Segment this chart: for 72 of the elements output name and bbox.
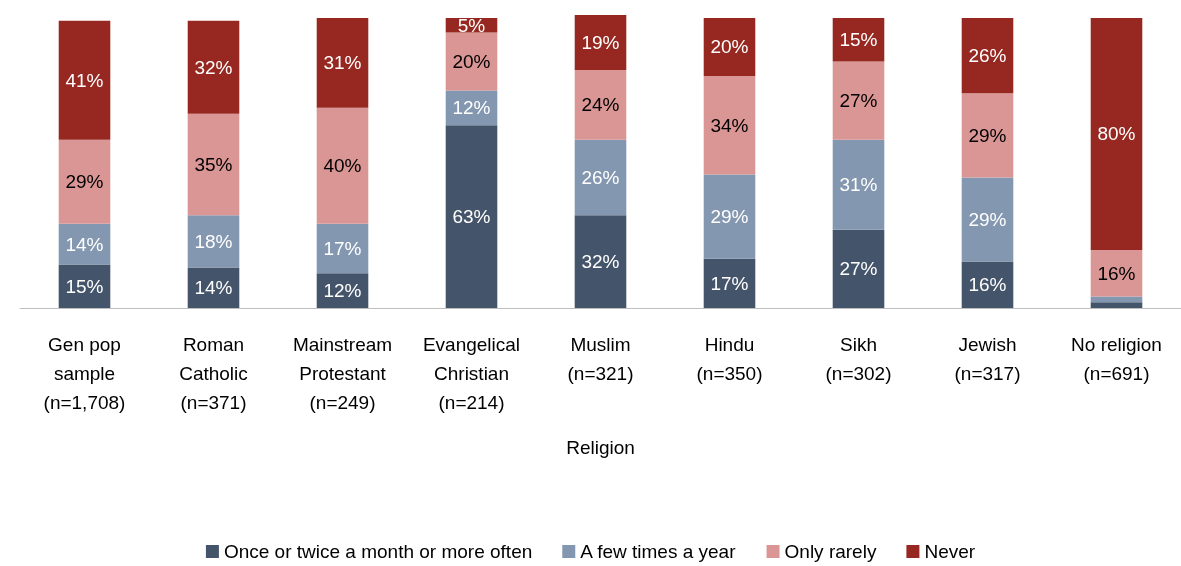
bar	[832, 61, 885, 140]
bar	[961, 93, 1014, 178]
data-label: 27%	[839, 90, 878, 112]
bar	[832, 229, 885, 308]
bar	[703, 75, 756, 175]
x-tick-label: Roman Catholic (n=371)	[179, 334, 248, 413]
data-label: 35%	[194, 153, 233, 175]
bar	[187, 113, 240, 216]
x-tick-label: Sikh (n=302)	[825, 334, 892, 384]
data-label: 5%	[457, 14, 486, 36]
x-tick-label: Hindu (n=350)	[696, 334, 763, 384]
x-tick-label: Evangelical Christian (n=214)	[422, 334, 521, 413]
data-label: 12%	[452, 97, 491, 119]
bar	[445, 32, 498, 91]
data-label: 80%	[1097, 123, 1136, 145]
bar	[1090, 302, 1143, 308]
legend-label: Only rarely	[784, 541, 877, 562]
data-label: 16%	[1097, 262, 1136, 284]
data-label: 12%	[323, 280, 362, 302]
x-tick-label: Mainstream Protestant (n=249)	[292, 334, 393, 413]
x-tick-label: Gen pop sample (n=1,708)	[43, 334, 126, 413]
legend-label: A few times a year	[580, 541, 737, 562]
data-label: 26%	[581, 166, 620, 188]
bar	[832, 139, 885, 230]
data-label: 63%	[452, 206, 491, 228]
bar	[574, 215, 627, 308]
bar	[961, 177, 1014, 262]
bar	[961, 17, 1014, 94]
bar	[703, 174, 756, 259]
data-label: 14%	[194, 277, 233, 299]
bar	[574, 15, 627, 71]
bar	[1090, 296, 1143, 303]
bar	[187, 20, 240, 114]
data-label: 19%	[581, 32, 620, 54]
data-label: 29%	[710, 206, 749, 228]
bar	[703, 17, 756, 76]
data-label: 40%	[323, 155, 362, 177]
data-label: 31%	[323, 52, 362, 74]
legend-label: Never	[924, 541, 976, 562]
data-label: 16%	[968, 274, 1007, 296]
data-label: 31%	[839, 174, 878, 196]
data-label: 20%	[452, 50, 491, 72]
data-label: 17%	[323, 238, 362, 260]
data-label: 17%	[710, 272, 749, 294]
data-label: 15%	[65, 275, 104, 297]
data-label: 14%	[65, 233, 104, 255]
data-label: 29%	[65, 171, 104, 193]
data-label: 20%	[710, 36, 749, 58]
data-label: 41%	[65, 69, 104, 91]
data-label: 32%	[581, 251, 620, 273]
data-label: 18%	[194, 230, 233, 252]
x-tick-label: Muslim (n=321)	[567, 334, 634, 384]
bar	[445, 125, 498, 308]
data-label: 26%	[968, 45, 1007, 67]
bar	[316, 107, 369, 224]
data-label: 27%	[839, 258, 878, 280]
bar	[574, 70, 627, 140]
x-tick-label: Jewish (n=317)	[954, 334, 1021, 384]
x-axis-title: Religion	[566, 437, 635, 458]
bar	[58, 20, 111, 140]
legend-label: Once or twice a month or more often	[223, 541, 533, 562]
data-label: 29%	[968, 124, 1007, 146]
data-label: 32%	[194, 56, 233, 78]
x-tick-label: No religion (n=691)	[1071, 334, 1162, 384]
bar	[316, 17, 369, 108]
data-label: 24%	[581, 94, 620, 116]
data-label: 34%	[710, 114, 749, 136]
data-label: 29%	[968, 209, 1007, 231]
bar	[58, 139, 111, 224]
bar	[1090, 17, 1143, 250]
bar	[574, 139, 627, 216]
data-label: 15%	[839, 29, 878, 51]
